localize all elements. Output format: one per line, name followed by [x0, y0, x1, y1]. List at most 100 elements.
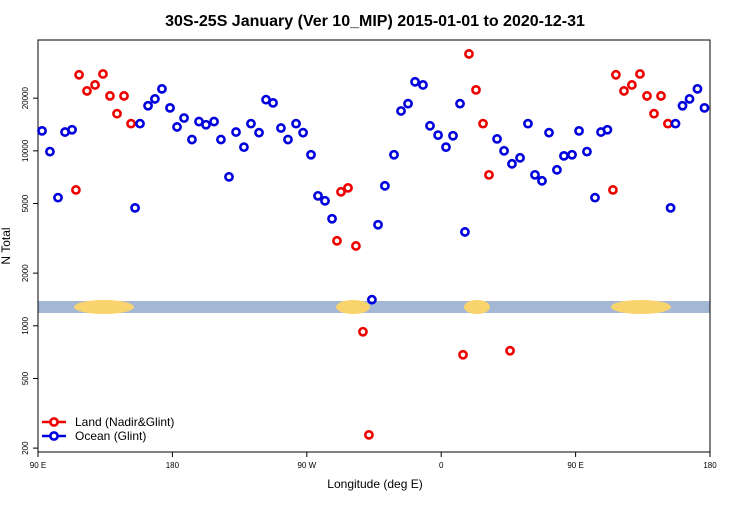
point — [231, 127, 241, 137]
point — [67, 124, 77, 135]
point — [433, 130, 443, 141]
point — [179, 113, 189, 123]
point — [665, 202, 676, 213]
point — [649, 108, 659, 119]
point — [332, 235, 342, 246]
map-strip — [38, 301, 710, 313]
y-tick-label: 10000 — [21, 139, 30, 162]
legend-marker — [49, 417, 59, 427]
point — [602, 124, 613, 135]
point — [455, 98, 465, 109]
x-tick-label: 0 — [439, 461, 444, 470]
land-shape — [611, 300, 671, 314]
x-tick-label: 90 E — [567, 461, 583, 470]
legend-label: Ocean (Glint) — [75, 429, 146, 443]
land-shape — [336, 300, 370, 314]
point — [157, 83, 167, 94]
point — [187, 134, 197, 145]
point — [619, 86, 629, 96]
point — [471, 84, 481, 95]
point — [670, 118, 681, 129]
chart-title: 30S-25S January (Ver 10_MIP) 2015-01-01 … — [165, 13, 585, 30]
point — [254, 127, 264, 138]
point — [458, 349, 468, 360]
y-tick-label: 500 — [21, 371, 30, 385]
point — [105, 91, 115, 101]
point — [336, 186, 346, 197]
point — [216, 134, 226, 145]
point — [396, 106, 406, 116]
x-tick-label: 90 E — [30, 461, 46, 470]
point — [582, 146, 592, 157]
point — [677, 100, 688, 111]
land-shape — [74, 300, 134, 314]
x-tick-label: 90 W — [297, 461, 316, 470]
point — [165, 102, 175, 113]
point — [343, 183, 353, 193]
point — [590, 192, 600, 203]
y-tick-label: 2000 — [21, 264, 30, 282]
point — [291, 118, 301, 129]
plot-frame — [37, 39, 711, 453]
point — [112, 108, 122, 119]
point — [126, 118, 136, 129]
point — [389, 149, 399, 160]
point — [130, 202, 140, 213]
point — [45, 146, 55, 157]
point — [172, 122, 182, 132]
point — [313, 190, 323, 201]
point — [283, 134, 293, 145]
point — [320, 195, 330, 206]
point — [574, 126, 584, 136]
point — [507, 158, 517, 169]
point — [626, 80, 637, 90]
point — [90, 80, 100, 90]
point — [410, 76, 420, 87]
point — [71, 185, 81, 195]
point — [373, 219, 383, 230]
point — [119, 91, 129, 101]
point — [448, 130, 458, 141]
point — [367, 294, 377, 305]
x-tick-label: 180 — [166, 461, 180, 470]
point — [478, 118, 488, 129]
y-axis-label: N Total — [0, 227, 13, 264]
point — [276, 123, 286, 133]
point — [492, 134, 502, 144]
point — [53, 192, 63, 203]
point — [537, 175, 547, 186]
point — [656, 91, 666, 101]
point — [351, 241, 361, 251]
legend-label: Land (Nadir&Glint) — [75, 415, 174, 429]
point — [505, 345, 515, 356]
point — [425, 120, 435, 131]
y-tick-label: 1000 — [21, 316, 30, 334]
point — [699, 102, 710, 113]
point — [418, 80, 428, 90]
point — [635, 69, 645, 79]
point — [441, 142, 451, 153]
point — [642, 91, 652, 101]
point — [515, 152, 525, 163]
point — [224, 171, 234, 182]
y-tick-label: 200 — [21, 441, 30, 455]
point — [201, 119, 211, 130]
point — [380, 180, 390, 191]
point — [298, 127, 308, 138]
point — [37, 126, 47, 136]
point — [239, 142, 249, 153]
point — [268, 97, 278, 108]
land-shape — [464, 300, 490, 314]
point — [143, 100, 153, 111]
point — [460, 227, 470, 237]
point — [364, 429, 374, 440]
x-axis-label: Longitude (deg E) — [327, 477, 422, 491]
point — [98, 69, 108, 79]
legend-marker — [49, 431, 59, 441]
point — [327, 213, 337, 224]
point — [544, 127, 554, 138]
point — [358, 326, 368, 337]
point — [306, 149, 316, 160]
point — [135, 118, 145, 129]
